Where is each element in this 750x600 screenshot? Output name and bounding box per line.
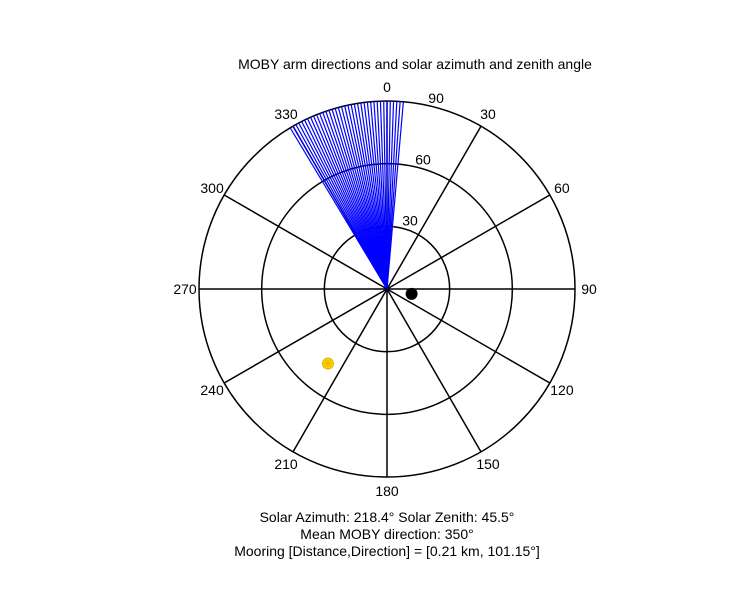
grid-spoke: [223, 288, 388, 384]
angle-tick-label: 270: [173, 281, 197, 297]
grid-spoke: [292, 288, 388, 453]
angle-tick-label: 0: [383, 79, 391, 95]
arm-direction-line: [386, 101, 404, 290]
angle-tick-label: 150: [476, 456, 500, 472]
angle-tick-label: 180: [375, 483, 399, 499]
radial-tick-label: 90: [428, 90, 444, 106]
mooring-marker: [405, 287, 418, 300]
angle-tick-label: 90: [581, 281, 597, 297]
grid-spoke: [386, 288, 482, 453]
solar-info-text: Solar Azimuth: 218.4° Solar Zenith: 45.5…: [260, 509, 515, 525]
angle-tick-label: 300: [200, 180, 224, 196]
mooring-info-text: Mooring [Distance,Direction] = [0.21 km,…: [234, 543, 540, 559]
grid-spoke: [386, 125, 482, 290]
moby-arm-lines: [289, 101, 404, 290]
tick-labels: 0 30 60 90 120 150 180 210 240 270 300 330 30 60 90: [173, 79, 597, 499]
sun-ray: [323, 358, 329, 364]
angle-tick-label: 120: [550, 382, 574, 398]
angle-tick-label: 330: [274, 106, 298, 122]
sun-ray: [327, 363, 333, 369]
radial-tick-label: 30: [402, 213, 418, 229]
sun-ray: [327, 358, 333, 364]
markers: [321, 287, 418, 370]
radial-tick-label: 60: [415, 151, 431, 167]
mean-direction-text: Mean MOBY direction: 350°: [300, 526, 473, 542]
chart-title: MOBY arm directions and solar azimuth an…: [238, 56, 592, 72]
angle-tick-label: 60: [554, 180, 570, 196]
angle-tick-label: 210: [274, 456, 298, 472]
angle-tick-label: 30: [480, 106, 496, 122]
angle-tick-label: 240: [200, 382, 224, 398]
grid-spoke: [386, 194, 551, 290]
grid-spoke: [386, 288, 551, 384]
grid-spoke: [223, 194, 388, 290]
sun-ray: [323, 363, 329, 369]
